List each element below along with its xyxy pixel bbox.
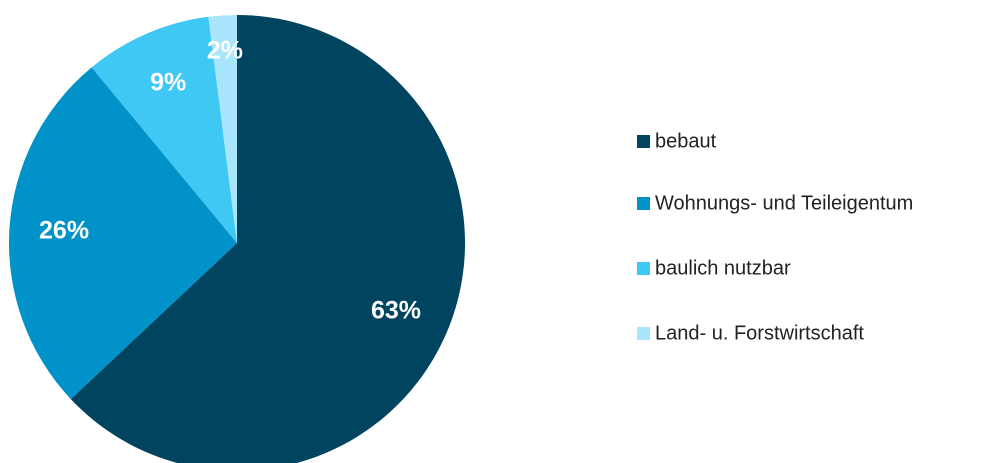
pie-slice bbox=[9, 67, 237, 400]
legend-swatch bbox=[637, 135, 650, 148]
legend-label: Land- u. Forstwirtschaft bbox=[655, 322, 864, 344]
value-label: 26% bbox=[39, 217, 89, 245]
legend-label: baulich nutzbar bbox=[655, 257, 791, 279]
pie-slice bbox=[91, 16, 237, 243]
legend-label: Wohnungs- und Teileigentum bbox=[655, 192, 913, 214]
legend-swatch bbox=[637, 327, 650, 340]
pie-slice bbox=[70, 15, 465, 463]
legend-swatch bbox=[637, 262, 650, 275]
value-label: 2% bbox=[207, 36, 243, 64]
legend-label: bebaut bbox=[655, 130, 717, 152]
value-label: 9% bbox=[150, 69, 186, 97]
legend-swatch bbox=[637, 197, 650, 210]
value-label: 63% bbox=[371, 296, 421, 324]
pie-slice bbox=[208, 15, 237, 243]
